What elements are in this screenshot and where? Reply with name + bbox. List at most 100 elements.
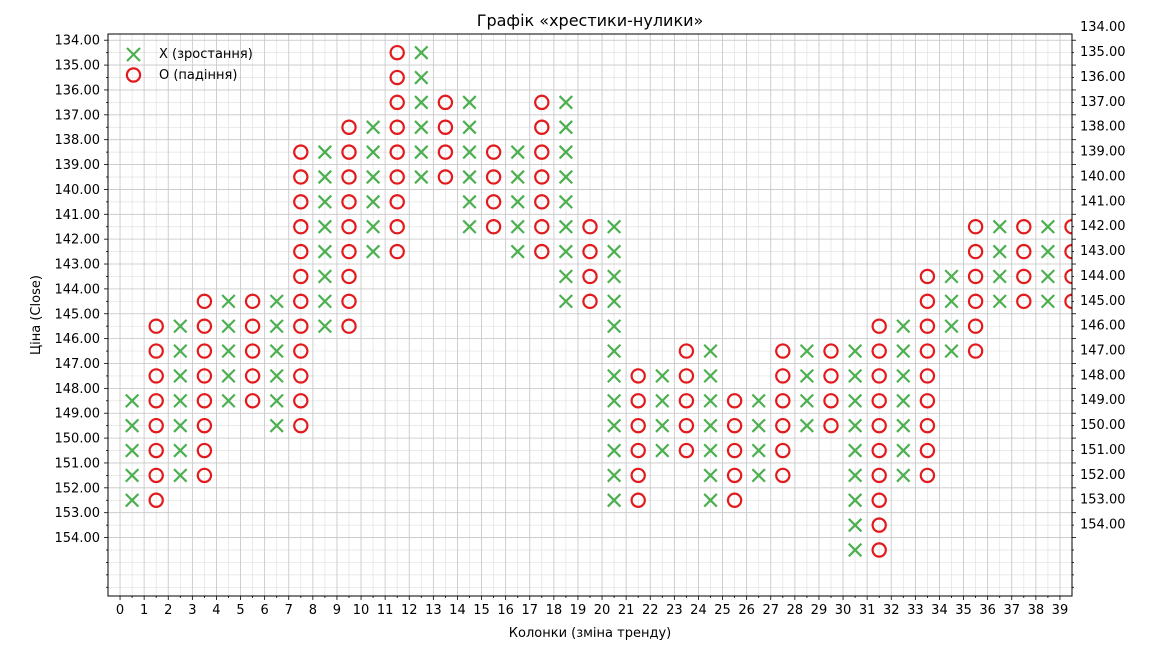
o-mark bbox=[726, 467, 743, 484]
o-mark bbox=[919, 467, 936, 484]
x-mark-stroke bbox=[269, 368, 284, 384]
x-mark-stroke bbox=[269, 294, 284, 309]
o-mark bbox=[389, 194, 405, 210]
x-mark-stroke bbox=[173, 468, 188, 483]
x-mark bbox=[317, 145, 332, 160]
x-mark bbox=[751, 418, 766, 433]
o-mark bbox=[775, 343, 791, 359]
o-mark bbox=[389, 169, 405, 185]
x-mark bbox=[607, 319, 622, 334]
right-y-tick-label: 151.00 bbox=[1080, 443, 1126, 458]
right-y-tick-label: 145.00 bbox=[1080, 294, 1126, 309]
chart-title: Графік «хрестики-нулики» bbox=[477, 11, 704, 30]
x-mark bbox=[414, 120, 429, 135]
x-mark-stroke bbox=[510, 219, 525, 234]
x-mark-stroke bbox=[414, 120, 429, 135]
x-mark-stroke bbox=[366, 169, 381, 185]
left-y-tick-label: 148.00 bbox=[55, 382, 101, 397]
x-mark-stroke bbox=[703, 368, 718, 384]
x-mark bbox=[269, 418, 284, 433]
x-mark-stroke bbox=[414, 95, 429, 110]
x-mark-stroke bbox=[799, 393, 814, 408]
right-y-tick-label: 142.00 bbox=[1080, 219, 1126, 234]
o-mark bbox=[148, 343, 164, 359]
x-mark-stroke bbox=[221, 294, 236, 309]
x-mark-stroke bbox=[510, 244, 525, 259]
x-mark bbox=[944, 319, 959, 334]
x-mark bbox=[896, 343, 911, 359]
o-mark bbox=[148, 467, 164, 484]
o-mark bbox=[1016, 219, 1032, 235]
o-mark bbox=[630, 393, 646, 409]
x-mark bbox=[799, 393, 814, 408]
x-mark-stroke bbox=[751, 443, 766, 458]
o-mark bbox=[293, 144, 309, 160]
x-tick-label: 23 bbox=[666, 603, 683, 618]
x-mark-stroke bbox=[607, 294, 622, 309]
x-tick-label: 38 bbox=[1028, 603, 1045, 618]
x-mark-stroke bbox=[944, 269, 959, 284]
x-tick-label: 25 bbox=[714, 603, 731, 618]
x-mark-stroke bbox=[558, 169, 573, 185]
x-mark bbox=[896, 368, 911, 384]
x-mark-stroke bbox=[751, 468, 766, 483]
x-mark bbox=[317, 269, 332, 284]
x-mark-stroke bbox=[221, 319, 236, 334]
x-mark-stroke bbox=[848, 493, 863, 508]
x-mark bbox=[703, 418, 718, 433]
x-tick-label: 14 bbox=[449, 603, 466, 618]
x-mark bbox=[125, 443, 140, 458]
x-mark-stroke bbox=[125, 418, 140, 433]
x-mark bbox=[607, 418, 622, 433]
o-mark bbox=[341, 293, 357, 310]
x-tick-label: 5 bbox=[236, 603, 244, 618]
left-y-tick-label: 152.00 bbox=[55, 481, 101, 496]
left-y-tick-label: 139.00 bbox=[55, 158, 101, 173]
o-mark bbox=[148, 318, 164, 334]
x-mark bbox=[703, 368, 718, 384]
x-mark bbox=[607, 368, 622, 384]
o-mark bbox=[341, 119, 357, 135]
x-mark bbox=[558, 145, 573, 160]
x-mark bbox=[558, 269, 573, 284]
x-mark-stroke bbox=[607, 269, 622, 284]
left-y-tick-label: 137.00 bbox=[55, 108, 101, 123]
right-y-tick-label: 149.00 bbox=[1080, 393, 1126, 408]
major-gridlines bbox=[108, 34, 1072, 596]
x-mark bbox=[944, 343, 959, 359]
o-mark bbox=[1064, 293, 1072, 310]
x-tick-label: 35 bbox=[955, 603, 972, 618]
x-tick-label: 30 bbox=[835, 603, 852, 618]
o-mark bbox=[485, 194, 502, 210]
x-mark-stroke bbox=[317, 319, 332, 334]
x-mark bbox=[848, 393, 863, 408]
left-y-tick-label: 146.00 bbox=[55, 332, 101, 347]
x-tick-label: 39 bbox=[1052, 603, 1069, 618]
x-tick-label: 17 bbox=[521, 603, 538, 618]
o-mark bbox=[1016, 293, 1032, 310]
o-mark bbox=[341, 219, 357, 235]
left-y-tick-label: 154.00 bbox=[55, 531, 101, 546]
x-mark-stroke bbox=[317, 269, 332, 284]
x-tick-label: 37 bbox=[1003, 603, 1020, 618]
x-mark bbox=[414, 169, 429, 185]
o-mark bbox=[630, 442, 646, 459]
o-mark bbox=[196, 318, 213, 334]
x-mark-stroke bbox=[655, 393, 670, 408]
right-y-tick-label: 147.00 bbox=[1080, 343, 1126, 358]
o-mark bbox=[967, 219, 984, 235]
x-mark bbox=[607, 443, 622, 458]
o-mark bbox=[485, 169, 502, 185]
x-mark-stroke bbox=[896, 343, 911, 359]
x-mark bbox=[414, 70, 429, 85]
x-mark-stroke bbox=[1040, 219, 1055, 234]
o-mark bbox=[196, 368, 213, 384]
x-tick-label: 7 bbox=[285, 603, 293, 618]
x-mark-stroke bbox=[607, 443, 622, 458]
o-mark bbox=[534, 169, 550, 185]
right-y-tick-label: 141.00 bbox=[1080, 194, 1126, 209]
right-y-tick-label: 154.00 bbox=[1080, 518, 1126, 533]
o-mark bbox=[148, 442, 164, 459]
x-mark-stroke bbox=[558, 269, 573, 284]
x-mark-stroke bbox=[366, 145, 381, 160]
